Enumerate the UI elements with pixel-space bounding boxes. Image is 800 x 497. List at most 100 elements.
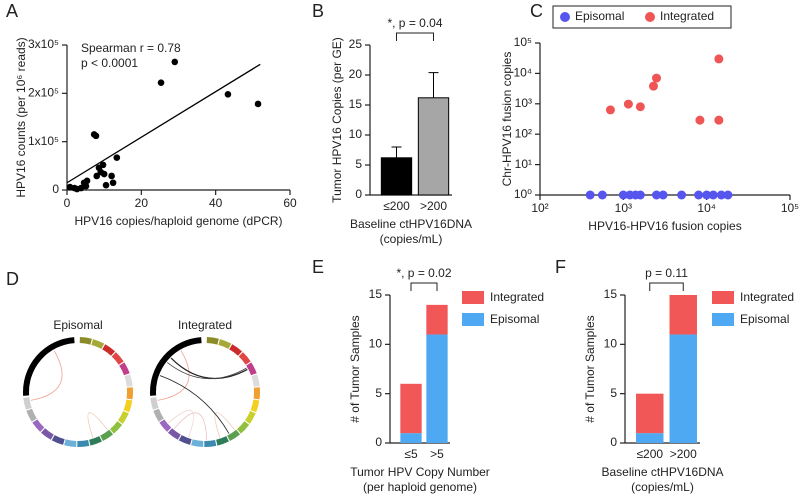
y-tick-label: 5 (355, 157, 362, 171)
y-axis-label: # of Tumor Samples (348, 315, 362, 422)
circos-segment (77, 439, 90, 447)
circos-segment (168, 428, 181, 440)
x-tick-label: 10² (531, 201, 548, 215)
circos-segment (150, 397, 159, 410)
circos-segment (26, 408, 37, 422)
circos-segment (216, 436, 229, 446)
y-axis-label: Tumor HPV16 Copies (per GE) (330, 37, 344, 203)
x-axis-label: Tumor HPV Copy Number (350, 465, 490, 479)
panel-letter: C (530, 1, 543, 21)
point (171, 58, 179, 66)
legend-label: Integrated (660, 9, 714, 23)
y-axis-label: Chr-HPV16 fusion copies (500, 52, 514, 187)
legend-swatch (462, 313, 484, 326)
panel-letter: A (6, 1, 18, 21)
circos-segment (23, 337, 75, 396)
x-tick-label: ≤5 (404, 447, 418, 461)
circos-segment (227, 429, 241, 442)
circos-segment (111, 352, 124, 365)
panel-letter: B (312, 1, 324, 21)
circos-segment (150, 337, 202, 396)
legend-label: Episomal (575, 9, 624, 23)
point (648, 81, 658, 91)
point (651, 73, 661, 83)
legend-label: Episomal (740, 312, 789, 326)
x-tick-label: ≤200 (636, 447, 663, 461)
y-tick-label: 0 (355, 187, 362, 201)
bar-segment (426, 304, 448, 335)
x-axis-label: (per haploid genome) (363, 480, 477, 494)
panel-letter: E (312, 257, 324, 277)
point (723, 190, 733, 200)
circos-segment (41, 428, 54, 440)
circos-link (168, 410, 194, 438)
circos-link (170, 357, 248, 380)
circos-segment (251, 374, 260, 387)
circos-link (157, 350, 190, 401)
y-tick-label: 10 (369, 337, 383, 351)
x-tick-label: >200 (670, 447, 697, 461)
bar-segment (669, 295, 697, 335)
significance-label: p = 0.11 (645, 266, 688, 280)
point (695, 115, 705, 125)
point (677, 190, 687, 200)
point (254, 100, 262, 108)
point (694, 190, 704, 200)
x-tick-label: 10⁵ (781, 201, 799, 215)
y-tick-label: 10⁴ (513, 66, 532, 80)
circos-link (166, 362, 247, 380)
point (651, 190, 661, 200)
x-tick-label: 40 (209, 196, 223, 210)
legend-marker (645, 12, 655, 22)
bar-segment (426, 334, 448, 443)
y-tick-label: 0 (610, 435, 617, 449)
y-tick-label: 15 (349, 97, 363, 111)
significance-bracket (396, 32, 434, 41)
circos-segment (244, 410, 256, 424)
point (83, 177, 91, 185)
circos-segment (123, 399, 133, 413)
panel-letter: F (555, 257, 566, 277)
point (92, 132, 100, 140)
legend-box (552, 5, 732, 29)
significance-label: *, p = 0.04 (387, 16, 442, 30)
circos-segment (246, 362, 257, 376)
circos-segment (229, 344, 243, 356)
y-axis-label: HPV16 counts (per 10⁶ reads) (14, 37, 28, 197)
point (635, 190, 645, 200)
bar-segment (400, 433, 422, 443)
error-bar (391, 146, 402, 158)
point (714, 115, 724, 125)
x-tick-label: ≤200 (383, 199, 410, 213)
bar (417, 97, 450, 196)
bar (380, 157, 413, 196)
y-axis-label: # of Tumor Samples (583, 315, 597, 422)
point (714, 54, 724, 64)
bar-segment (669, 334, 697, 443)
circos-link (173, 412, 207, 440)
circos-segment (23, 397, 32, 410)
panel-letter: D (6, 269, 19, 289)
y-tick-label: 2x10⁵ (28, 86, 59, 100)
circos-segment (124, 374, 133, 387)
point (224, 91, 232, 98)
circos-segment (64, 439, 77, 447)
circos-segment (89, 436, 102, 446)
annotation: p < 0.0001 (81, 56, 138, 70)
point (702, 190, 712, 200)
circos-segment (100, 429, 114, 442)
circos-segment (204, 439, 217, 447)
x-axis-label: (copies/mL) (631, 480, 694, 494)
significance-label: *, p = 0.02 (396, 266, 451, 280)
x-tick-label: 60 (283, 196, 297, 210)
significance-bracket (410, 282, 438, 291)
y-tick-label: 10¹ (515, 157, 532, 171)
point (635, 102, 645, 112)
legend-marker (560, 12, 570, 22)
y-tick-label: 5 (375, 386, 382, 400)
circos-title: Integrated (178, 318, 232, 332)
x-tick-label: 10⁴ (697, 201, 716, 215)
circos-segment (178, 435, 192, 445)
bar-segment (636, 433, 664, 443)
